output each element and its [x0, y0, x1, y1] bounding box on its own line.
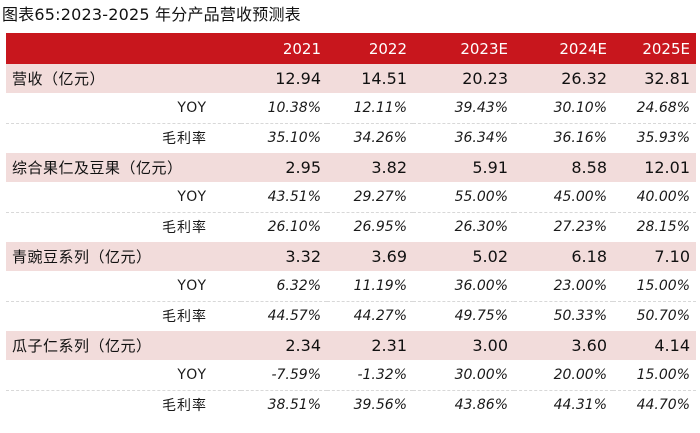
table-cell: 15.00%: [613, 360, 696, 391]
table-cell: 14.51: [361, 69, 407, 88]
gross-margin-row: 毛利率 35.10% 34.26% 36.34% 36.16% 35.93%: [6, 123, 696, 153]
table-cell: 39.56%: [353, 397, 407, 414]
table-cell: 2.31: [371, 336, 407, 355]
table-cell: 49.75%: [454, 308, 508, 325]
table-cell: 10.38%: [241, 93, 327, 124]
table-cell: 4.14: [654, 336, 690, 355]
table-cell: 43.51%: [241, 182, 327, 213]
table-cell: 3.82: [371, 158, 407, 177]
forecast-table: 2021 2022 2023E 2024E 2025E 营收（亿元） 12.94…: [6, 33, 696, 420]
gross-margin-row: 毛利率 44.57% 44.27% 49.75% 50.33% 50.70%: [6, 301, 696, 331]
gross-margin-row: 毛利率 26.10% 26.95% 26.30% 27.23% 28.15%: [6, 212, 696, 242]
table-cell: 36.16%: [553, 130, 607, 147]
table-cell: 5.02: [472, 247, 508, 266]
table-cell: 26.30%: [454, 219, 508, 236]
yoy-row: YOY 6.32% 11.19% 36.00% 23.00% 15.00%: [6, 271, 696, 302]
table-cell: 12.11%: [327, 93, 413, 124]
table-cell: 11.19%: [327, 271, 413, 302]
header-cell-2022: 2022: [368, 39, 407, 58]
table-cell: 3.32: [285, 247, 321, 266]
table-cell: 35.93%: [636, 130, 690, 147]
row-label: YOY: [6, 93, 241, 124]
row-label: YOY: [6, 360, 241, 391]
table-cell: 3.69: [371, 247, 407, 266]
table-cell: 34.26%: [353, 130, 407, 147]
header-cell-2023e: 2023E: [460, 39, 508, 58]
header-cell-blank: [6, 33, 241, 64]
table-cell: 23.00%: [514, 271, 613, 302]
table-cell: 44.31%: [553, 397, 607, 414]
segment-row-revenue: 营收（亿元） 12.94 14.51 20.23 26.32 32.81: [6, 64, 696, 93]
table-cell: 6.32%: [241, 271, 327, 302]
row-label: 毛利率: [162, 398, 207, 415]
segment-row-mixed-nuts: 综合果仁及豆果（亿元） 2.95 3.82 5.91 8.58 12.01: [6, 153, 696, 182]
table-header-row: 2021 2022 2023E 2024E 2025E: [6, 33, 696, 64]
table-cell: 2.34: [285, 336, 321, 355]
table-cell: 24.68%: [613, 93, 696, 124]
table-cell: 12.01: [644, 158, 690, 177]
segment-label: 营收（亿元）: [12, 70, 106, 88]
table-cell: 3.00: [472, 336, 508, 355]
table-cell: 27.23%: [553, 219, 607, 236]
yoy-row: YOY 43.51% 29.27% 55.00% 45.00% 40.00%: [6, 182, 696, 213]
table-cell: 45.00%: [514, 182, 613, 213]
table-cell: 39.43%: [413, 93, 514, 124]
table-cell: 43.86%: [454, 397, 508, 414]
table-cell: 30.00%: [413, 360, 514, 391]
row-label: 毛利率: [162, 220, 207, 237]
table-cell: 5.91: [472, 158, 508, 177]
header-cell-2025e: 2025E: [642, 39, 690, 58]
row-label: 毛利率: [162, 309, 207, 326]
table-cell: 15.00%: [613, 271, 696, 302]
table-cell: 6.18: [571, 247, 607, 266]
yoy-row: YOY -7.59% -1.32% 30.00% 20.00% 15.00%: [6, 360, 696, 391]
table-cell: 38.51%: [267, 397, 321, 414]
gross-margin-row: 毛利率 38.51% 39.56% 43.86% 44.31% 44.70%: [6, 390, 696, 420]
table-cell: 26.95%: [353, 219, 407, 236]
table-cell: 35.10%: [267, 130, 321, 147]
table-cell: 12.94: [275, 69, 321, 88]
table-cell: 3.60: [571, 336, 607, 355]
table-cell: 50.33%: [553, 308, 607, 325]
table-cell: 26.10%: [267, 219, 321, 236]
row-label: YOY: [6, 182, 241, 213]
table-cell: 30.10%: [514, 93, 613, 124]
table-cell: 36.34%: [454, 130, 508, 147]
table-cell: 36.00%: [413, 271, 514, 302]
table-cell: 55.00%: [413, 182, 514, 213]
table-cell: 44.70%: [636, 397, 690, 414]
yoy-row: YOY 10.38% 12.11% 39.43% 30.10% 24.68%: [6, 93, 696, 124]
segment-row-green-peas: 青豌豆系列（亿元） 3.32 3.69 5.02 6.18 7.10: [6, 242, 696, 271]
row-label: 毛利率: [162, 131, 207, 148]
row-label: YOY: [6, 271, 241, 302]
table-cell: 40.00%: [613, 182, 696, 213]
table-cell: 26.32: [561, 69, 607, 88]
segment-label: 瓜子仁系列（亿元）: [12, 337, 152, 355]
header-cell-2024e: 2024E: [559, 39, 607, 58]
table-cell: 28.15%: [636, 219, 690, 236]
segment-label: 综合果仁及豆果（亿元）: [12, 159, 183, 177]
table-cell: -1.32%: [327, 360, 413, 391]
table-cell: 2.95: [285, 158, 321, 177]
table-cell: 44.57%: [267, 308, 321, 325]
table-cell: 32.81: [644, 69, 690, 88]
table-cell: 50.70%: [636, 308, 690, 325]
figure-title: 图表65:2023-2025 年分产品营收预测表: [2, 5, 301, 24]
table-cell: 44.27%: [353, 308, 407, 325]
table-cell: 29.27%: [327, 182, 413, 213]
table-cell: 8.58: [571, 158, 607, 177]
segment-row-melon-seeds: 瓜子仁系列（亿元） 2.34 2.31 3.00 3.60 4.14: [6, 331, 696, 360]
table-cell: 7.10: [654, 247, 690, 266]
table-cell: 20.00%: [514, 360, 613, 391]
segment-label: 青豌豆系列（亿元）: [12, 248, 152, 266]
header-cell-2021: 2021: [282, 39, 321, 58]
table-cell: -7.59%: [241, 360, 327, 391]
table-cell: 20.23: [462, 69, 508, 88]
